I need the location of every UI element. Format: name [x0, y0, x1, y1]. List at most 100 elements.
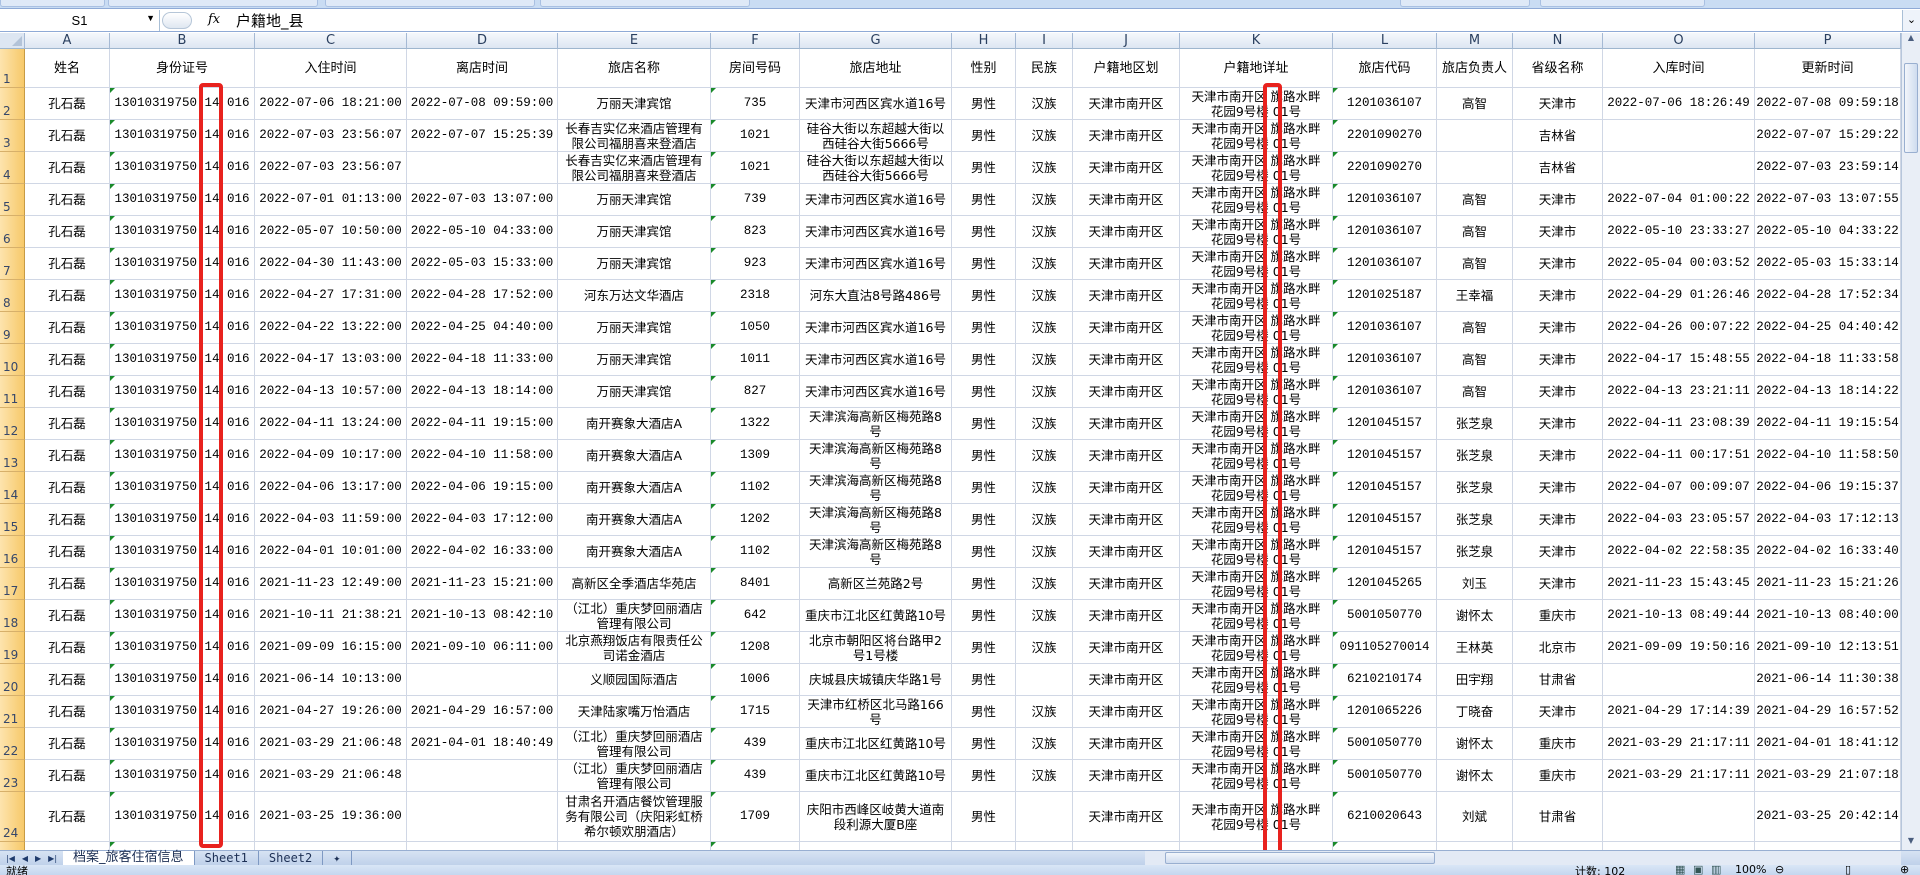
cell-c[interactable]: 2022-04-22 13:22:00: [255, 312, 407, 344]
cell-b[interactable]: 13010319750 14 016: [110, 728, 255, 760]
cell-n[interactable]: 吉林省: [1513, 152, 1603, 184]
cell-k[interactable]: 天津市南开区 旗路水畔 花园9号楼 01号: [1180, 728, 1333, 760]
sheet-tab-archive[interactable]: 档案_旅客住宿信息: [63, 850, 195, 866]
cell-g[interactable]: [800, 842, 952, 850]
cell-i[interactable]: 汉族: [1016, 408, 1073, 440]
cell-c[interactable]: 2021-11-23 12:49:00: [255, 568, 407, 600]
cell-l[interactable]: 1201036107: [1333, 248, 1437, 280]
cell-d[interactable]: 2021-04-01 18:40:49: [407, 728, 558, 760]
cell-e[interactable]: 天津陆家嘴万怡酒店: [558, 696, 711, 728]
cell-j[interactable]: 天津市南开区: [1073, 88, 1180, 120]
cell-c[interactable]: 2022-04-27 17:31:00: [255, 280, 407, 312]
cell-b[interactable]: 13010319750 14 016: [110, 664, 255, 696]
cell-e[interactable]: 甘肃名开酒店餐饮管理服 务有限公司（庆阳彩虹桥 希尔顿欢朋酒店）: [558, 792, 711, 842]
cell-m[interactable]: 张芝泉: [1437, 536, 1513, 568]
column-title[interactable]: 户籍地区划: [1073, 49, 1180, 88]
cell-j[interactable]: 天津市南开区: [1073, 472, 1180, 504]
cell-f[interactable]: 1102: [711, 472, 800, 504]
cell-l[interactable]: 2201090270: [1333, 120, 1437, 152]
column-title[interactable]: 入住时间: [255, 49, 407, 88]
horizontal-scroll-thumb[interactable]: [1165, 852, 1435, 864]
cell-b[interactable]: 13010319750 14 016: [110, 568, 255, 600]
cell-a[interactable]: 孔石磊: [25, 216, 110, 248]
cell-d[interactable]: [407, 842, 558, 850]
cell-a[interactable]: 孔石磊: [25, 344, 110, 376]
cell-m[interactable]: 谢怀太: [1437, 600, 1513, 632]
cell-j[interactable]: 天津市南开区: [1073, 408, 1180, 440]
cell-b[interactable]: 13010319750 14 016: [110, 184, 255, 216]
cell-d[interactable]: 2022-05-10 04:33:00: [407, 216, 558, 248]
cell-n[interactable]: 天津市: [1513, 408, 1603, 440]
cell-g[interactable]: 庆城县庆城镇庆华路1号: [800, 664, 952, 696]
cell-n[interactable]: 天津市: [1513, 248, 1603, 280]
cell-n[interactable]: 天津市: [1513, 504, 1603, 536]
cell-d[interactable]: 2021-11-23 15:21:00: [407, 568, 558, 600]
cell-l[interactable]: 1201036107: [1333, 216, 1437, 248]
cell-m[interactable]: 高智: [1437, 184, 1513, 216]
row-header[interactable]: 9: [0, 312, 25, 344]
cell-k[interactable]: 天津市南开区 旗路水畔 花园9号楼 01号: [1180, 504, 1333, 536]
cell-f[interactable]: 1102: [711, 536, 800, 568]
cell-i[interactable]: 汉族: [1016, 184, 1073, 216]
cell-c[interactable]: 2022-07-06 18:21:00: [255, 88, 407, 120]
cell-c[interactable]: 2022-07-01 01:13:00: [255, 184, 407, 216]
cell-k[interactable]: 天津市南开区 旗路水畔 花园9号楼 01号: [1180, 472, 1333, 504]
cell-g[interactable]: 天津市河西区宾水道16号: [800, 376, 952, 408]
cell-h[interactable]: 男性: [952, 440, 1016, 472]
cell-p[interactable]: 2022-05-10 04:33:22: [1755, 216, 1901, 248]
column-header-j[interactable]: J: [1073, 33, 1180, 49]
cell-e[interactable]: 南开赛象大酒店A: [558, 504, 711, 536]
cell-m[interactable]: 张芝泉: [1437, 440, 1513, 472]
cell-f[interactable]: 1208: [711, 632, 800, 664]
cell-i[interactable]: 汉族: [1016, 536, 1073, 568]
cell-e[interactable]: 南开赛象大酒店A: [558, 440, 711, 472]
row-header[interactable]: 3: [0, 120, 25, 152]
cell-h[interactable]: 男性: [952, 696, 1016, 728]
cell-p[interactable]: [1755, 842, 1901, 850]
row-header[interactable]: 12: [0, 408, 25, 440]
cell-m[interactable]: 谢怀太: [1437, 728, 1513, 760]
cell-a[interactable]: 孔石磊: [25, 408, 110, 440]
cell-c[interactable]: 2022-07-03 23:56:07: [255, 152, 407, 184]
cell-g[interactable]: 重庆市江北区红黄路10号: [800, 728, 952, 760]
cell-g[interactable]: 天津滨海高新区梅苑路8 号: [800, 536, 952, 568]
column-header-g[interactable]: G: [800, 33, 952, 49]
cell-d[interactable]: [407, 664, 558, 696]
cell-o[interactable]: 2022-04-17 15:48:55: [1603, 344, 1755, 376]
vertical-scroll-thumb[interactable]: [1904, 63, 1918, 153]
cell-e[interactable]: （江北）重庆梦回丽酒店 管理有限公司: [558, 600, 711, 632]
cell-b[interactable]: 13010319750 14 016: [110, 408, 255, 440]
column-header-f[interactable]: F: [711, 33, 800, 49]
cell-k[interactable]: 天津市南开区 旗路水畔 花园9号楼 01号: [1180, 664, 1333, 696]
column-title[interactable]: 省级名称: [1513, 49, 1603, 88]
cell-f[interactable]: 735: [711, 88, 800, 120]
cell-n[interactable]: 天津市: [1513, 696, 1603, 728]
column-header-k[interactable]: K: [1180, 33, 1333, 49]
cell-i[interactable]: 汉族: [1016, 312, 1073, 344]
row-header[interactable]: 23: [0, 760, 25, 792]
cell-i[interactable]: 汉族: [1016, 152, 1073, 184]
cell-m[interactable]: 高智: [1437, 376, 1513, 408]
cell-g[interactable]: 硅谷大街以东超越大街以 西硅谷大街5666号: [800, 152, 952, 184]
column-header-a[interactable]: A: [25, 33, 110, 49]
cell-g[interactable]: 天津滨海高新区梅苑路8 号: [800, 504, 952, 536]
cell-j[interactable]: 天津市南开区: [1073, 696, 1180, 728]
cell-b[interactable]: 13010319750 14 016: [110, 216, 255, 248]
cell-l[interactable]: 1201036107: [1333, 344, 1437, 376]
row-header[interactable]: 10: [0, 344, 25, 376]
cell-f[interactable]: 1202: [711, 504, 800, 536]
cell-h[interactable]: 男性: [952, 120, 1016, 152]
cell-j[interactable]: 天津市南开区: [1073, 280, 1180, 312]
cell-f[interactable]: 827: [711, 376, 800, 408]
zoom-out-icon[interactable]: ⊖: [1775, 865, 1785, 875]
cell-f[interactable]: 1011: [711, 344, 800, 376]
cell-f[interactable]: 1006: [711, 664, 800, 696]
cell-i[interactable]: 汉族: [1016, 504, 1073, 536]
cell-c[interactable]: 2021-09-09 16:15:00: [255, 632, 407, 664]
cell-g[interactable]: 天津市河西区宾水道16号: [800, 216, 952, 248]
column-title[interactable]: 房间号码: [711, 49, 800, 88]
column-title[interactable]: 入库时间: [1603, 49, 1755, 88]
cell-e[interactable]: 高新区全季酒店华苑店: [558, 568, 711, 600]
cell-d[interactable]: 2022-04-13 18:14:00: [407, 376, 558, 408]
prev-sheet-icon[interactable]: ◀: [21, 853, 29, 863]
